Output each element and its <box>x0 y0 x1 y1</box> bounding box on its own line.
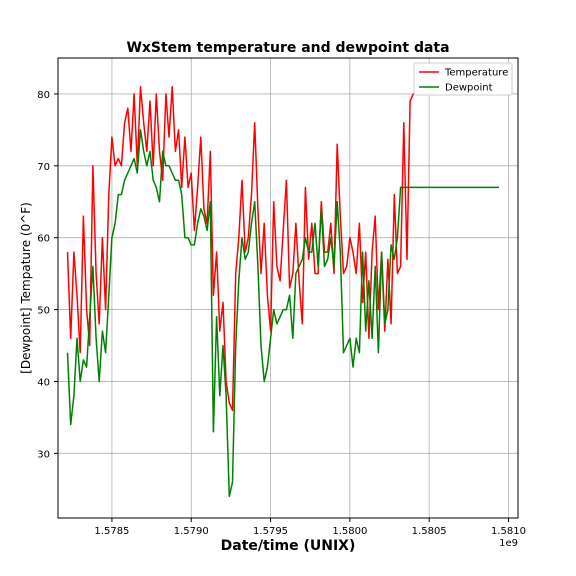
x-axis-title: Date/time (UNIX) <box>221 538 356 554</box>
plot-frame <box>57 57 519 519</box>
series-line-dewpoint <box>66 129 499 498</box>
y-tick-label: 30 <box>37 449 50 460</box>
legend-label-temperature: Temperature <box>444 68 508 79</box>
y-axis-title: [Dewpoint] Tempature (0^F) <box>19 202 33 374</box>
plot-lines <box>66 86 499 498</box>
x-tick-label: 1.5810 <box>491 526 526 537</box>
grid <box>58 58 518 518</box>
x-tick-label: 1.5785 <box>94 526 129 537</box>
legend-label-dewpoint: Dewpoint <box>445 83 493 94</box>
y-tick-label: 60 <box>37 234 50 245</box>
y-tick-label: 40 <box>37 377 50 388</box>
x-ticks: 1.5785 1.5790 1.5795 1.5800 1.5805 1.5810 <box>94 518 526 537</box>
y-ticks: 30 40 50 60 70 80 <box>37 90 58 460</box>
chart-title: WxStem temperature and dewpoint data <box>126 40 449 56</box>
x-tick-label: 1.5795 <box>253 526 288 537</box>
y-tick-label: 70 <box>37 162 50 173</box>
x-tick-label: 1.5800 <box>332 526 367 537</box>
y-tick-label: 50 <box>37 306 50 317</box>
y-tick-label: 80 <box>37 90 50 101</box>
legend: Temperature Dewpoint <box>413 62 513 96</box>
x-tick-label: 1.5805 <box>412 526 447 537</box>
x-offset-label: 1e9 <box>499 538 518 549</box>
x-tick-label: 1.5790 <box>174 526 209 537</box>
series-line-temperature <box>66 86 499 411</box>
